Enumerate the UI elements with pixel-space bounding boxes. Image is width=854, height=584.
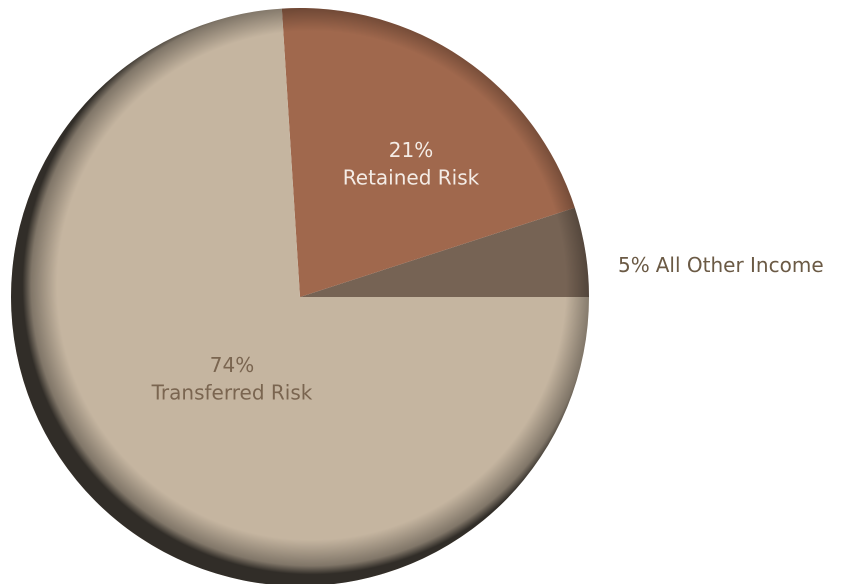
slice-label: 5% All Other Income: [618, 253, 824, 277]
category-label: Transferred Risk: [151, 381, 313, 405]
value-label: 74%: [210, 353, 254, 377]
value-label: 21%: [389, 138, 433, 162]
slice-label: 74%: [210, 353, 254, 377]
category-label: All Other Income: [656, 253, 824, 277]
value-label: 5%: [618, 253, 650, 277]
slice-label: 21%: [389, 138, 433, 162]
category-label: Retained Risk: [343, 166, 480, 190]
